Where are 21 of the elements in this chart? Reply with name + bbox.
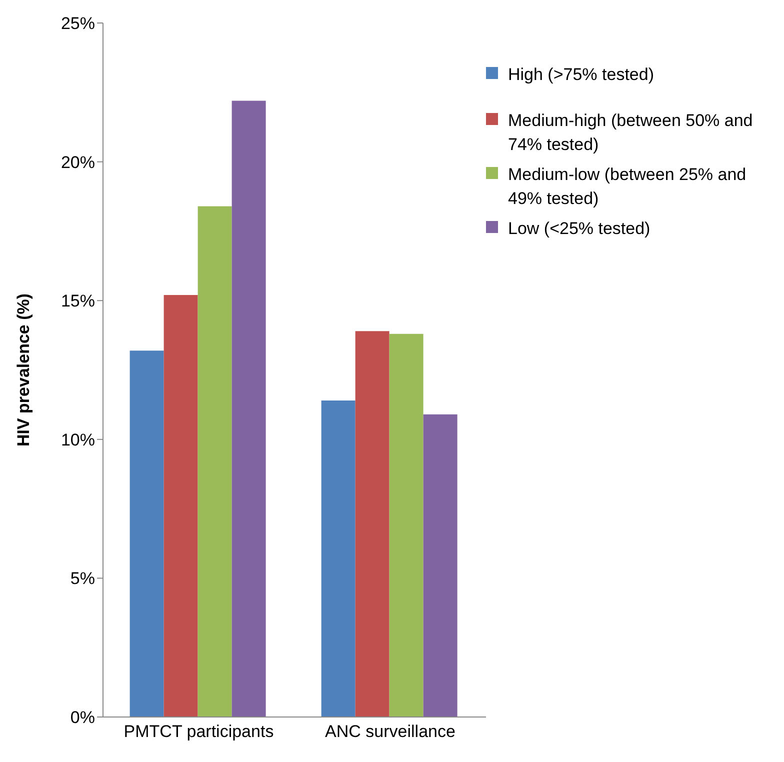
y-tick-label: 5% xyxy=(70,569,95,588)
y-tick-label: 10% xyxy=(60,430,95,450)
bar xyxy=(321,400,356,717)
bar xyxy=(164,295,198,717)
bar xyxy=(355,331,390,717)
legend-label: Low (<25% tested) xyxy=(508,218,650,240)
bar xyxy=(389,334,424,717)
bar xyxy=(232,100,266,717)
y-tick-label: 15% xyxy=(60,292,95,311)
y-tick-label: 0% xyxy=(70,708,95,728)
y-tick-label: 25% xyxy=(60,14,95,34)
legend-label: High (>75% tested) xyxy=(508,64,654,86)
legend-label: Medium-high (between 50% and 74% tested) xyxy=(508,110,754,156)
bar xyxy=(130,350,164,717)
y-axis-title: HIV prevalence (%) xyxy=(14,293,34,447)
x-tick-label: ANC surveillance xyxy=(325,722,456,742)
x-tick-label: PMTCT participants xyxy=(124,722,274,742)
legend-label: Medium-low (between 25% and 49% tested) xyxy=(508,164,748,210)
y-tick-label: 20% xyxy=(60,152,95,172)
bar xyxy=(198,206,232,717)
bar xyxy=(423,414,458,717)
